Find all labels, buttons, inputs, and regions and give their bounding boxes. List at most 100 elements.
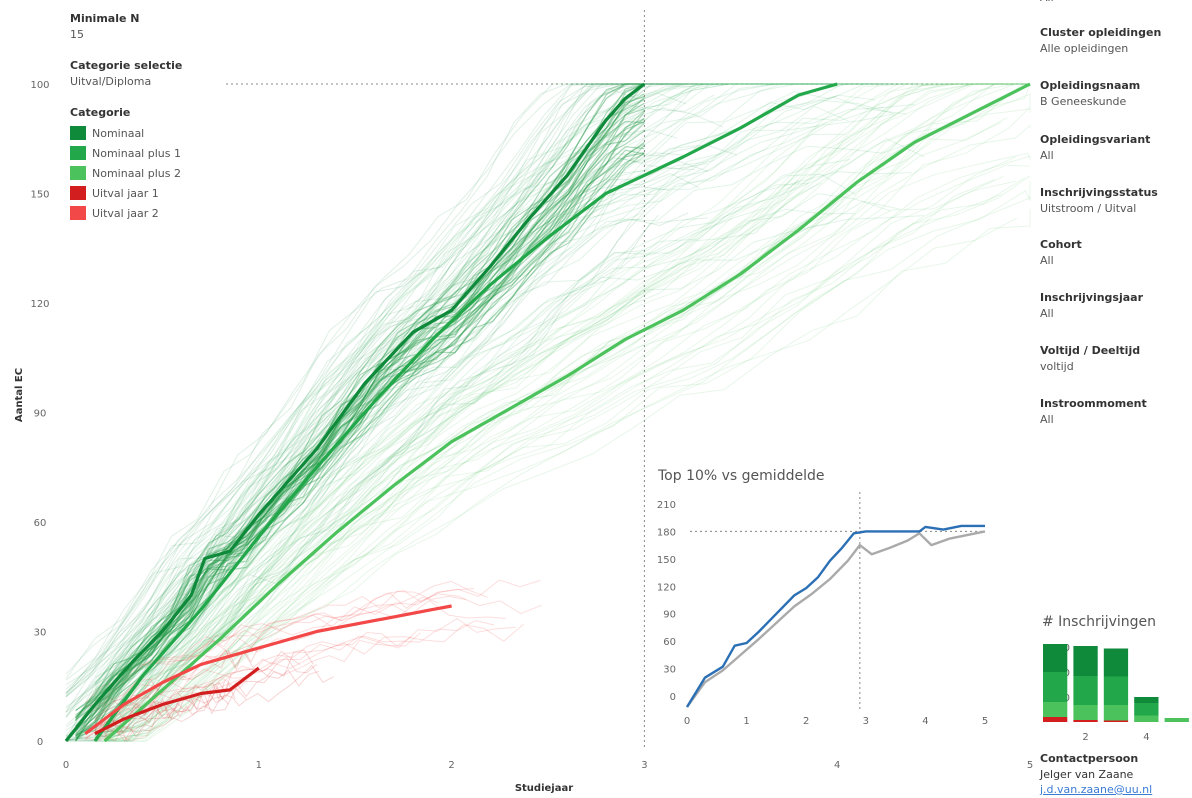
bar-segment[interactable]: [1103, 676, 1129, 706]
bar-segment[interactable]: [1043, 672, 1068, 702]
filter-value[interactable]: All: [1040, 149, 1054, 162]
filter-value[interactable]: Alle opleidingen: [1040, 42, 1129, 55]
filter-label: Opleidingsvariant: [1040, 133, 1151, 146]
filter-group[interactable]: Instroommoment All: [1040, 397, 1190, 426]
top10-series-line[interactable]: [686, 530, 986, 708]
bar-segment[interactable]: [1073, 676, 1098, 705]
trajectory-line: [94, 83, 929, 732]
trajectory-line: [65, 83, 649, 693]
filter-group[interactable]: Voltijd / Deeltijd voltijd: [1040, 344, 1190, 373]
nominaal-trajectory-line: [75, 83, 645, 732]
x-tick-label: 2: [448, 760, 454, 771]
trajectory-line: [65, 83, 696, 679]
filter-group[interactable]: Cluster opleidingen Alle opleidingen: [1040, 26, 1190, 55]
series-line-nominaal[interactable]: [64, 82, 646, 742]
trajectory-line: [65, 172, 700, 690]
filter-group[interactable]: Opleidingsnaam B Geneeskunde: [1040, 79, 1190, 108]
trajectory-line: [94, 173, 857, 691]
bar-segment[interactable]: [1043, 717, 1068, 722]
top10-y-tick-label: 0: [670, 692, 676, 703]
filter-group[interactable]: Inschrijvingsjaar All: [1040, 291, 1190, 320]
filter-value[interactable]: Uitstroom / Uitval: [1040, 202, 1137, 215]
trajectory-line: [65, 207, 605, 731]
trajectory-line: [94, 179, 799, 734]
trajectory-line: [94, 691, 229, 734]
filter-value[interactable]: voltijd: [1040, 360, 1074, 373]
trajectory-line: [94, 125, 820, 693]
series-line-nominaal-plus-1[interactable]: [93, 82, 838, 742]
category-selection-value[interactable]: Uitval/Diploma: [70, 75, 152, 88]
x-tick-label: 4: [834, 760, 840, 771]
filter-value[interactable]: All: [1040, 0, 1190, 4]
trajectory-line: [65, 189, 661, 741]
trajectory-line: [104, 181, 1031, 742]
top10-x-tick-label: 2: [803, 716, 809, 727]
y-axis-title: Aantal EC: [14, 368, 25, 422]
nominaal-trajectory-line: [75, 152, 645, 736]
trajectory-line: [104, 83, 1030, 724]
legend-item[interactable]: Nominaal plus 2: [70, 163, 240, 183]
nominaal-trajectory-line: [75, 118, 645, 735]
bar-segment[interactable]: [1103, 705, 1129, 721]
trajectory-line: [94, 103, 915, 742]
filter-value[interactable]: All: [1040, 254, 1054, 267]
trajectory-line: [104, 83, 1031, 742]
top10-series-line[interactable]: [685, 524, 985, 708]
bar-segment[interactable]: [1134, 697, 1159, 703]
series-line-uitval-jaar-1[interactable]: [94, 666, 260, 736]
trajectory-line: [65, 153, 665, 713]
min-n-filter[interactable]: Minimale N 15: [70, 12, 240, 41]
filter-group[interactable]: All: [1040, 0, 1190, 4]
trajectory-line: [65, 83, 617, 739]
trajectory-line: [104, 83, 1004, 695]
filter-group[interactable]: Cohort All: [1040, 238, 1190, 267]
trajectory-line: [94, 183, 809, 742]
trajectory-line: [94, 649, 301, 721]
min-n-value[interactable]: 15: [70, 28, 84, 41]
trajectory-line: [94, 83, 908, 694]
legend-title: Categorie: [70, 106, 131, 119]
bar-segment[interactable]: [1103, 720, 1129, 723]
trajectory-line: [94, 96, 907, 734]
nominaal-trajectory-line: [75, 153, 645, 727]
contact-name: Jelger van Zaane: [1040, 768, 1134, 781]
trajectory-line: [104, 83, 1007, 742]
legend-item[interactable]: Nominaal plus 1: [70, 143, 240, 163]
trajectory-line: [94, 667, 320, 712]
trajectory-line: [65, 83, 684, 686]
legend-swatch: [70, 166, 86, 180]
filter-group[interactable]: Inschrijvingsstatus Uitstroom / Uitval: [1040, 186, 1190, 215]
bar-segment[interactable]: [1103, 648, 1129, 677]
contact-email-link[interactable]: j.d.van.zaane@uu.nl: [1040, 783, 1153, 796]
series-line-nominaal-plus-2[interactable]: [103, 82, 1031, 743]
bar-segment[interactable]: [1134, 715, 1159, 723]
trajectory-line: [104, 83, 1030, 735]
legend-item[interactable]: Uitval jaar 1: [70, 183, 240, 203]
nominaal-trajectory-line: [75, 141, 645, 733]
filter-value[interactable]: All: [1040, 413, 1054, 426]
legend-item[interactable]: Uitval jaar 2: [70, 203, 240, 223]
category-selection-filter[interactable]: Categorie selectie Uitval/Diploma: [70, 59, 240, 88]
filter-value[interactable]: All: [1040, 307, 1054, 320]
trajectory-line: [104, 83, 1030, 742]
inschrijvingen-chart: # Inschrijvingen5001000150024: [1042, 614, 1189, 743]
trajectory-line: [65, 167, 695, 718]
bar-segment[interactable]: [1073, 720, 1098, 722]
trajectory-line: [104, 108, 1030, 730]
legend-item[interactable]: Nominaal: [70, 123, 240, 143]
bar-segment[interactable]: [1073, 705, 1098, 720]
filter-value[interactable]: B Geneeskunde: [1040, 95, 1127, 108]
bar-segment[interactable]: [1043, 702, 1068, 717]
bar-segment[interactable]: [1043, 644, 1068, 672]
bar-segment[interactable]: [1164, 718, 1189, 722]
series-line-uitval-jaar-2[interactable]: [84, 604, 452, 735]
left-filter-panel: Minimale N 15 Categorie selectie Uitval/…: [70, 12, 240, 241]
y-tick-label: 60: [34, 518, 47, 529]
x-tick-label: 5: [1027, 760, 1033, 771]
trajectory-line: [94, 664, 334, 739]
bar-segment[interactable]: [1134, 703, 1159, 716]
bar-segment[interactable]: [1073, 646, 1098, 676]
filter-group[interactable]: Opleidingsvariant All: [1040, 133, 1190, 162]
trajectory-line: [85, 623, 524, 728]
trajectory-line: [65, 144, 738, 698]
